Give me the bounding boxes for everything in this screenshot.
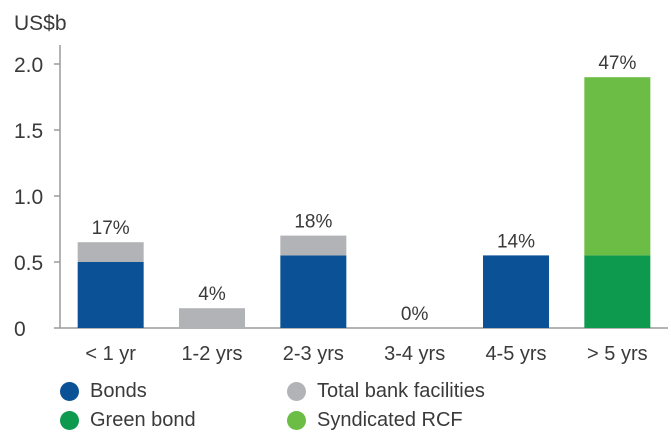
x-tick-label: 2-3 yrs [283,343,344,365]
x-tick-label: 1-2 yrs [181,343,242,365]
y-tick-label: 0.5 [14,252,43,275]
y-tick-label: 2.0 [14,54,43,77]
data-label: 14% [497,231,535,252]
legend: Bonds Total bank facilities Green bond S… [60,376,620,432]
legend-swatch-syndicated-rcf [287,411,306,430]
data-label: 4% [198,284,226,305]
maturity-profile-chart: US$b 0 0.5 1.0 1.5 2.0 17% 4% 18% 0% 14% 47% < 1 … [14,12,668,365]
y-axis-ticks: 0 0.5 1.0 1.5 2.0 [14,54,60,341]
x-tick-label: 4-5 yrs [485,343,546,365]
y-unit-label: US$b [14,12,67,35]
legend-label-syndicated-rcf: Syndicated RCF [317,409,463,431]
data-label: 18% [294,212,332,233]
bar-bonds-4-5-yrs [483,255,549,328]
data-label: 47% [598,53,636,74]
bar-total-bank-facilities-1-yr [77,242,144,262]
y-tick-label: 1.5 [14,120,43,143]
legend-item-bonds: Bonds [60,380,147,403]
bar-green-bond-5-yrs [584,255,651,328]
legend-item-syndicated-rcf: Syndicated RCF [287,409,463,432]
y-tick-label: 0 [14,318,26,341]
x-tick-label: 3-4 yrs [384,343,445,365]
legend-label-total-bank-facilities: Total bank facilities [317,380,485,402]
bar-bonds-1-yr [77,262,144,328]
x-tick-label: > 5 yrs [587,343,648,365]
legend-swatch-green-bond [60,411,79,430]
bar-bonds-2-3-yrs [280,255,347,328]
data-labels: 17% 4% 18% 0% 14% 47% [92,53,637,325]
data-label: 17% [92,218,130,239]
bar-total-bank-facilities-2-3-yrs [280,235,347,256]
legend-item-green-bond: Green bond [60,409,196,432]
bar-syndicated-rcf-5-yrs [584,77,651,256]
x-axis-ticks: < 1 yr 1-2 yrs 2-3 yrs 3-4 yrs 4-5 yrs > 5 yr… [85,343,647,365]
x-tick-label: < 1 yr [85,343,136,365]
legend-swatch-total-bank-facilities [287,382,306,401]
bar-total-bank-facilities-1-2-yrs [179,308,245,328]
legend-item-total-bank-facilities: Total bank facilities [287,380,485,403]
data-label: 0% [401,304,429,325]
y-tick-label: 1.0 [14,186,43,209]
legend-label-bonds: Bonds [90,380,147,402]
legend-swatch-bonds [60,382,79,401]
bars [77,77,651,328]
legend-label-green-bond: Green bond [90,409,196,431]
